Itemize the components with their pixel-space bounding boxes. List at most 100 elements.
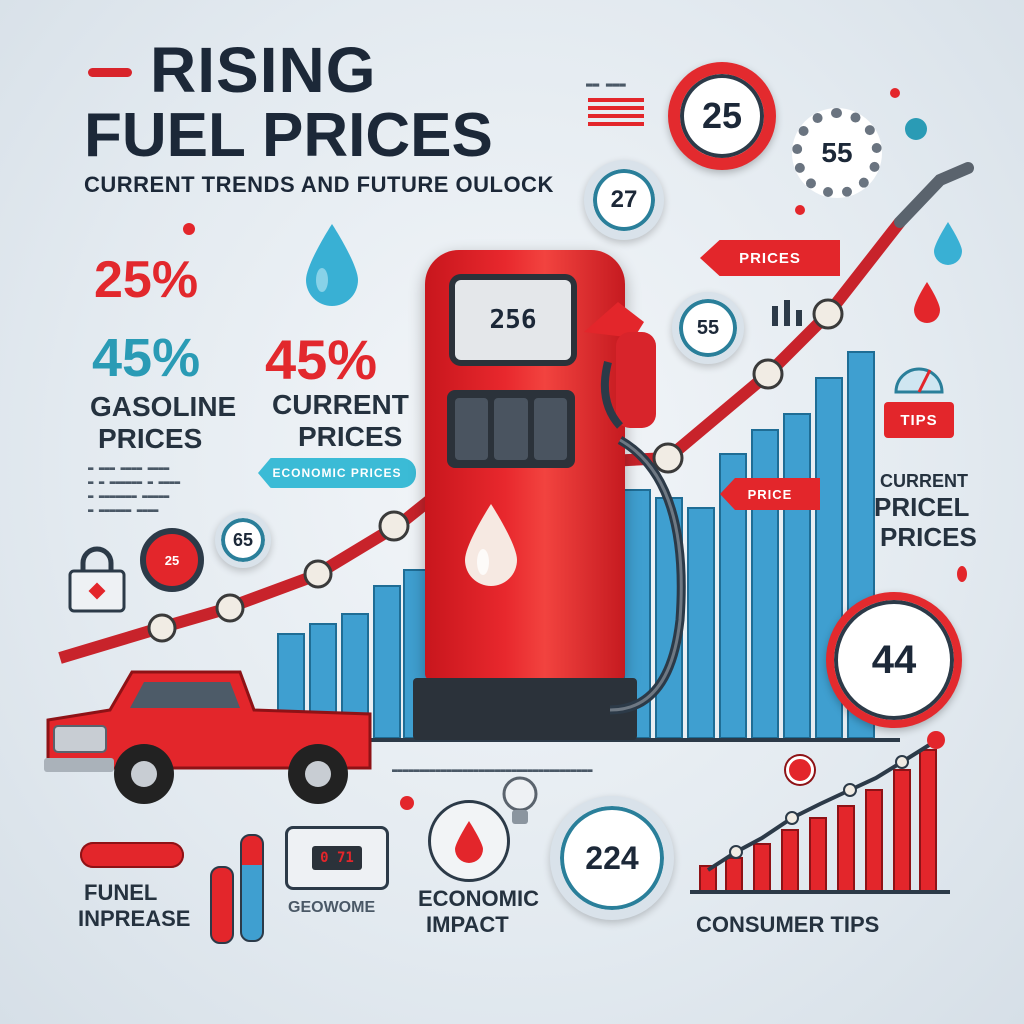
- right-label-line2: PRICES: [880, 522, 977, 552]
- growth-bar: [725, 857, 743, 893]
- pump-drop-icon: [461, 500, 521, 595]
- decor-dot: [400, 796, 414, 810]
- bottom-fine-rule: ▬▬▬▬▬▬▬▬▬▬▬▬▬▬▬▬▬▬▬▬▬▬▬▬▬▬▬▬▬▬▬▬▬▬▬▬▬: [392, 766, 593, 776]
- top-blue-dial: 27: [584, 160, 664, 240]
- decor-dot: [183, 223, 195, 235]
- red-drop-icon: [455, 821, 483, 863]
- right-big-dial: 44: [826, 592, 962, 728]
- growth-marker: [785, 811, 799, 825]
- small-drop-icon: [932, 220, 964, 271]
- consumer-growth-chart: [690, 731, 950, 894]
- growth-line: [706, 740, 936, 872]
- bottom-label-left-1: FUNEL: [84, 880, 158, 905]
- trend-markers: [147, 298, 844, 643]
- bottom-label-econ-1: ECONOMIC: [418, 886, 539, 911]
- prices-arrow-tag[interactable]: PRICES: [700, 240, 840, 276]
- lock-icon: [68, 545, 126, 618]
- right-big-dial-value: 44: [871, 637, 917, 682]
- gauge-icon: [892, 350, 946, 401]
- economic-prices-chip[interactable]: ECONOMIC PRICES: [258, 458, 416, 488]
- decor-dot: [890, 88, 900, 98]
- bottom-label-left-2: INPREASE: [78, 906, 191, 931]
- small-left-dial-value: 65: [232, 529, 254, 550]
- tips-tag-label: TIPS: [900, 411, 938, 429]
- bulb-icon: [500, 774, 540, 835]
- growth-bar: [781, 829, 799, 893]
- chart-bar: [373, 585, 401, 739]
- oil-drop-dial: [428, 800, 510, 882]
- pump-grade-button[interactable]: [533, 398, 567, 460]
- bar-chart-icon: [770, 296, 804, 331]
- thermometer-blue: [240, 834, 264, 942]
- economic-prices-chip-label: ECONOMIC PRICES: [272, 466, 402, 480]
- pump-display-value: 256: [455, 280, 571, 360]
- trend-marker: [812, 298, 844, 330]
- growth-marker: [843, 783, 857, 797]
- pump-grade-button[interactable]: [455, 398, 489, 460]
- growth-marker: [895, 755, 909, 769]
- subtitle: CURRENT TRENDS AND FUTURE OULOCK: [84, 172, 554, 197]
- fuel-meter: 0 71: [285, 826, 389, 890]
- bottom-label-geo: GEOWOME: [288, 899, 376, 916]
- price-arrow-tag[interactable]: PRICE: [720, 478, 820, 510]
- growth-end-marker: [927, 731, 945, 749]
- pickup-truck-icon: [44, 670, 372, 804]
- gasoline-prices-label: PRICES: [98, 423, 203, 454]
- fine-print-block: ▬ ▬▬▬ ▬▬▬▬ ▬▬▬▬ ▬ ▬ ▬▬▬▬▬▬ ▬ ▬▬▬▬ ▬ ▬▬▬▬▬▬…: [88, 464, 181, 516]
- decor-dot: [795, 205, 805, 215]
- pump-base: [413, 678, 637, 740]
- fuel-meter-readout: 0 71: [312, 846, 362, 870]
- gear-dial: 55: [792, 108, 882, 198]
- gasoline-label: GASOLINE: [90, 391, 237, 422]
- chart-bar: [751, 429, 779, 739]
- pump-grade-button[interactable]: [494, 398, 528, 460]
- bottom-label-consumer: CONSUMER TIPS: [696, 912, 880, 937]
- trend-marker: [215, 593, 245, 623]
- decor-dot: [786, 756, 814, 784]
- nozzle-pipe: [894, 162, 974, 228]
- chart-bar: [783, 413, 811, 739]
- fuel-pump: 256: [413, 250, 637, 740]
- top-red-dial-value: 25: [701, 95, 743, 136]
- trend-marker: [752, 358, 784, 390]
- stat-45-percent-left: 45%: [92, 328, 201, 388]
- bottom-center-dial: 224: [550, 796, 674, 920]
- trend-marker: [303, 559, 333, 589]
- bottom-center-dial-value: 224: [585, 839, 639, 876]
- tips-tag[interactable]: TIPS: [884, 402, 954, 438]
- decor-dot: [957, 566, 967, 582]
- small-red-dial-value: 25: [164, 552, 180, 568]
- stat-45-percent-mid: 45%: [265, 328, 378, 391]
- title-accent-dash: [88, 68, 132, 77]
- nozzle-icon: [574, 292, 684, 447]
- gear-dial-value: 55: [821, 137, 853, 168]
- current-label: CURRENT: [272, 389, 409, 420]
- water-drop-icon: [302, 220, 362, 315]
- top-red-bar: [588, 98, 644, 128]
- growth-bar: [837, 805, 855, 893]
- top-red-dial: 25: [668, 62, 776, 170]
- trend-marker: [147, 613, 177, 643]
- pump-keypad: [447, 390, 575, 468]
- pump-display: 256: [449, 274, 577, 366]
- trend-marker: [378, 510, 410, 542]
- growth-bar: [893, 769, 911, 893]
- red-drop-icon: [912, 280, 942, 329]
- current-prices-label: PRICES: [298, 421, 403, 452]
- right-label-line1: PRICEL: [874, 492, 970, 522]
- trend-marker: [652, 442, 684, 474]
- top-fine-print: ▬▬ ▬▬▬: [586, 78, 626, 91]
- growth-bar: [809, 817, 827, 893]
- top-blue-dial-value: 27: [610, 186, 638, 213]
- small-red-dial: 25: [140, 528, 204, 592]
- mid-blue-dial-value: 55: [696, 316, 720, 339]
- mid-blue-dial: 55: [672, 292, 744, 364]
- growth-bar: [919, 749, 937, 893]
- right-label-small: CURRENT: [880, 471, 968, 491]
- growth-bar: [753, 843, 771, 893]
- price-arrow-tag-label: PRICE: [747, 486, 793, 502]
- title-line-1: RISING: [150, 34, 377, 106]
- bottom-label-econ-2: IMPACT: [426, 912, 509, 937]
- chart-bar: [687, 507, 715, 739]
- growth-bar: [865, 789, 883, 893]
